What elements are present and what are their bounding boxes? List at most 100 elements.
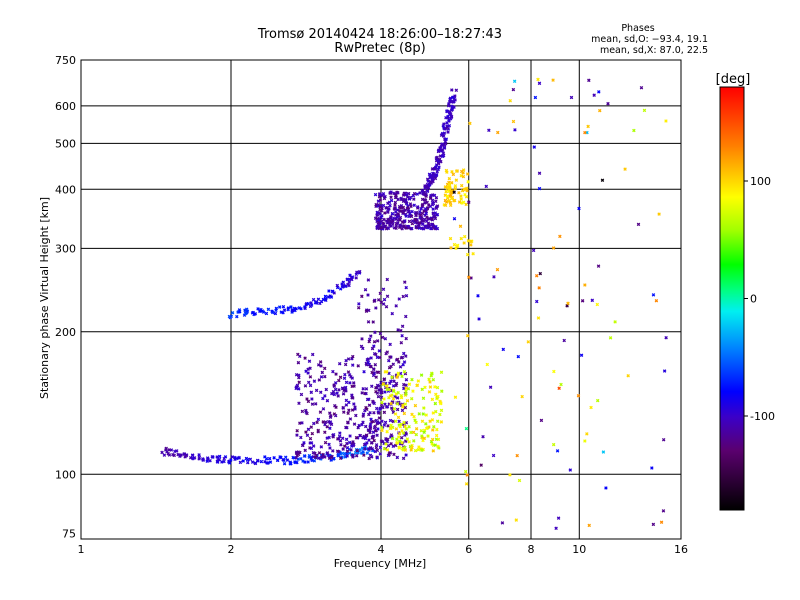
point-1177 [393, 213, 398, 217]
point-1119 [426, 203, 431, 207]
point-480 [312, 421, 316, 426]
point-1596 [479, 463, 483, 467]
point-1243 [396, 214, 401, 218]
point-730 [361, 387, 365, 391]
point-329 [381, 405, 385, 410]
point-910 [440, 389, 444, 393]
point-1278 [430, 217, 434, 221]
point-925 [398, 425, 402, 429]
point-863 [422, 406, 426, 410]
point-1268 [399, 197, 404, 202]
point-365 [345, 449, 350, 453]
x-tick-label-0: 1 [78, 543, 85, 556]
point-840 [431, 449, 436, 453]
point-1562 [512, 79, 517, 83]
point-537 [308, 436, 313, 441]
point-750 [368, 424, 373, 428]
point-334 [345, 454, 349, 458]
point-91 [288, 460, 293, 464]
point-168 [237, 308, 242, 312]
point-323 [337, 361, 342, 366]
point-638 [374, 443, 379, 447]
point-796 [431, 428, 435, 432]
point-460 [346, 370, 351, 374]
point-726 [379, 300, 384, 304]
point-1129 [373, 192, 378, 197]
point-1578 [531, 248, 536, 253]
point-306 [344, 403, 349, 407]
point-732 [371, 320, 375, 324]
point-921 [379, 425, 384, 430]
point-1501 [459, 236, 464, 241]
point-1233 [423, 207, 428, 211]
point-533 [306, 367, 310, 372]
point-873 [436, 437, 441, 442]
point-866 [381, 381, 385, 386]
point-1609 [579, 353, 584, 357]
point-288 [319, 364, 323, 368]
point-593 [391, 384, 396, 388]
point-1480 [454, 169, 459, 173]
point-519 [389, 379, 393, 383]
point-918 [421, 438, 425, 443]
point-1370 [446, 130, 450, 134]
point-553 [323, 374, 327, 379]
point-1485 [443, 198, 448, 203]
point-658 [390, 311, 395, 316]
point-418 [297, 380, 301, 385]
point-850 [413, 403, 418, 408]
point-693 [386, 424, 390, 428]
point-213 [306, 301, 311, 306]
point-138 [343, 455, 347, 459]
point-104 [306, 460, 310, 464]
point-644 [360, 422, 364, 427]
point-216 [308, 304, 313, 309]
point-1577 [467, 275, 471, 279]
point-499 [316, 363, 321, 367]
point-919 [413, 448, 418, 453]
point-639 [321, 396, 325, 401]
point-1232 [429, 226, 433, 231]
point-697 [385, 277, 390, 282]
phase-stats-o: mean, sd,O: −93.4, 19.1 [591, 34, 708, 45]
point-1544 [492, 275, 496, 279]
point-454 [319, 375, 324, 379]
point-718 [402, 382, 406, 387]
point-1247 [417, 221, 422, 225]
point-146 [356, 451, 360, 455]
point-1209 [420, 203, 425, 208]
point-691 [389, 364, 393, 369]
point-1273 [417, 224, 421, 228]
point-1506 [555, 449, 560, 453]
point-1523 [526, 340, 531, 344]
point-680 [387, 358, 391, 363]
point-809 [439, 408, 444, 413]
point-378 [323, 440, 328, 445]
point-72 [259, 459, 264, 464]
point-825 [419, 373, 424, 377]
point-407 [342, 410, 346, 414]
point-744 [400, 408, 405, 413]
point-684 [378, 331, 383, 336]
point-843 [410, 445, 414, 450]
point-949 [414, 420, 418, 425]
y-tick-label-2: 200 [55, 326, 76, 339]
point-719 [375, 433, 379, 437]
point-1160 [412, 203, 416, 207]
point-694 [400, 334, 404, 338]
point-435 [295, 433, 299, 437]
point-1530 [558, 234, 562, 239]
point-434 [331, 369, 335, 374]
point-883 [395, 441, 399, 445]
point-596 [344, 437, 349, 442]
point-1371 [441, 132, 446, 137]
point-219 [311, 297, 316, 302]
point-220 [315, 301, 319, 305]
point-1434 [457, 200, 462, 204]
point-1529 [583, 439, 587, 443]
point-163 [230, 311, 235, 315]
point-413 [343, 362, 348, 367]
point-564 [398, 365, 403, 369]
point-1457 [451, 172, 456, 177]
point-884 [390, 425, 395, 430]
